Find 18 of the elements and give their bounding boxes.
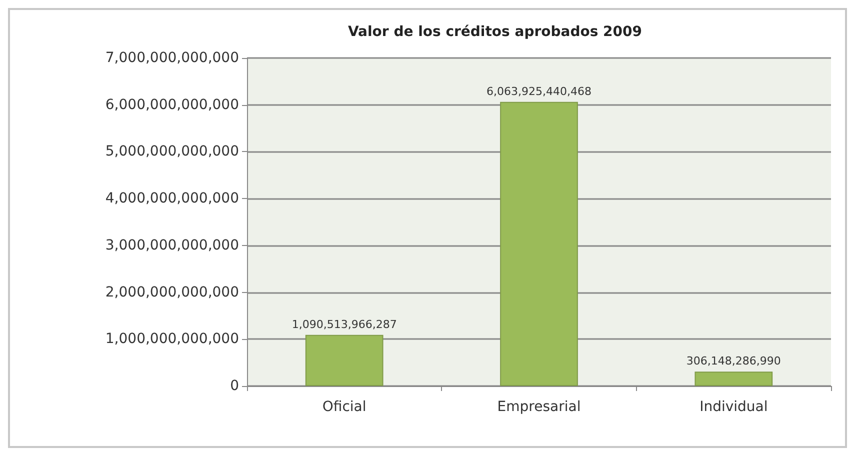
bar — [694, 372, 773, 386]
y-tick-label: 5,000,000,000,000 — [105, 144, 239, 160]
data-label: 306,148,286,990 — [686, 354, 781, 368]
data-label: 1,090,513,966,287 — [292, 318, 397, 331]
y-tick-label: 2,000,000,000,000 — [105, 284, 239, 300]
bar — [500, 102, 578, 386]
x-tick-label: Individual — [700, 399, 768, 415]
chart-title: Valor de los créditos aprobados 2009 — [348, 24, 642, 40]
y-tick-label: 3,000,000,000,000 — [105, 237, 239, 254]
bar — [305, 334, 384, 386]
x-tick-label: Empresarial — [497, 399, 581, 415]
x-tick-label: Oficial — [322, 399, 366, 415]
y-tick-label: 0 — [230, 378, 239, 394]
y-tick-label: 7,000,000,000,000 — [105, 50, 239, 66]
data-label: 6,063,925,440,468 — [486, 84, 592, 98]
y-tick-label: 6,000,000,000,000 — [105, 96, 239, 113]
y-tick-label: 1,000,000,000,000 — [105, 331, 239, 348]
y-tick-label: 4,000,000,000,000 — [105, 190, 239, 207]
